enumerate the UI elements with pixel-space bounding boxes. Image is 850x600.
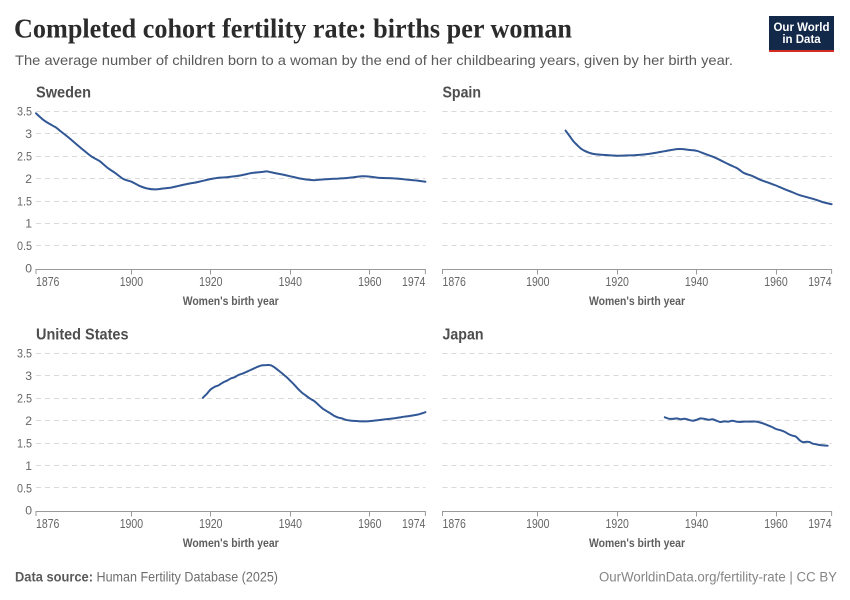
svg-text:2.5: 2.5 [17, 392, 32, 406]
svg-text:1876: 1876 [36, 274, 59, 289]
svg-text:1974: 1974 [402, 274, 425, 289]
svg-text:1920: 1920 [199, 274, 222, 289]
svg-text:OurWorldinData.org/fertility-r: OurWorldinData.org/fertility-rate | CC B… [599, 570, 837, 586]
svg-text:1920: 1920 [606, 516, 629, 531]
svg-text:1900: 1900 [526, 274, 549, 289]
svg-text:Women's birth year: Women's birth year [589, 294, 685, 308]
svg-text:2.5: 2.5 [17, 150, 32, 164]
svg-text:1960: 1960 [764, 274, 787, 289]
svg-text:1974: 1974 [808, 516, 831, 531]
svg-text:1900: 1900 [120, 516, 143, 531]
svg-text:1960: 1960 [764, 516, 787, 531]
svg-text:1900: 1900 [120, 274, 143, 289]
svg-text:2: 2 [25, 414, 32, 428]
svg-text:1900: 1900 [526, 516, 549, 531]
svg-text:Women's birth year: Women's birth year [183, 536, 279, 550]
svg-text:Spain: Spain [443, 84, 482, 101]
svg-text:United States: United States [36, 327, 129, 344]
svg-text:0: 0 [25, 504, 32, 518]
svg-text:0: 0 [25, 262, 32, 276]
svg-text:3.5: 3.5 [17, 105, 32, 119]
svg-text:1974: 1974 [808, 274, 831, 289]
svg-text:Human Fertility Database (2025: Human Fertility Database (2025) [97, 570, 279, 586]
svg-text:2: 2 [25, 172, 32, 186]
svg-text:Completed cohort fertility rat: Completed cohort fertility rate: births … [14, 13, 572, 43]
svg-text:1940: 1940 [685, 516, 708, 531]
svg-text:Women's birth year: Women's birth year [589, 536, 685, 550]
svg-text:1920: 1920 [199, 516, 222, 531]
svg-text:Sweden: Sweden [36, 84, 91, 101]
svg-text:Data source:: Data source: [15, 570, 93, 586]
svg-text:1: 1 [25, 459, 32, 473]
svg-text:1940: 1940 [685, 274, 708, 289]
svg-text:3: 3 [25, 127, 32, 141]
svg-text:3.5: 3.5 [17, 347, 32, 361]
svg-text:1: 1 [25, 217, 32, 231]
svg-text:1876: 1876 [443, 274, 466, 289]
svg-text:1.5: 1.5 [17, 194, 32, 208]
svg-text:0.5: 0.5 [17, 481, 32, 495]
svg-text:0.5: 0.5 [17, 239, 32, 253]
svg-text:1920: 1920 [606, 274, 629, 289]
svg-text:1.5: 1.5 [17, 436, 32, 450]
svg-text:1940: 1940 [279, 516, 302, 531]
svg-text:Japan: Japan [443, 327, 484, 344]
svg-text:1960: 1960 [358, 516, 381, 531]
svg-text:1940: 1940 [279, 274, 302, 289]
svg-text:3: 3 [25, 369, 32, 383]
svg-text:1960: 1960 [358, 274, 381, 289]
svg-text:1974: 1974 [402, 516, 425, 531]
svg-text:1876: 1876 [36, 516, 59, 531]
svg-text:1876: 1876 [443, 516, 466, 531]
svg-text:Women's birth year: Women's birth year [183, 294, 279, 308]
svg-text:The average number of children: The average number of children born to a… [15, 53, 733, 68]
